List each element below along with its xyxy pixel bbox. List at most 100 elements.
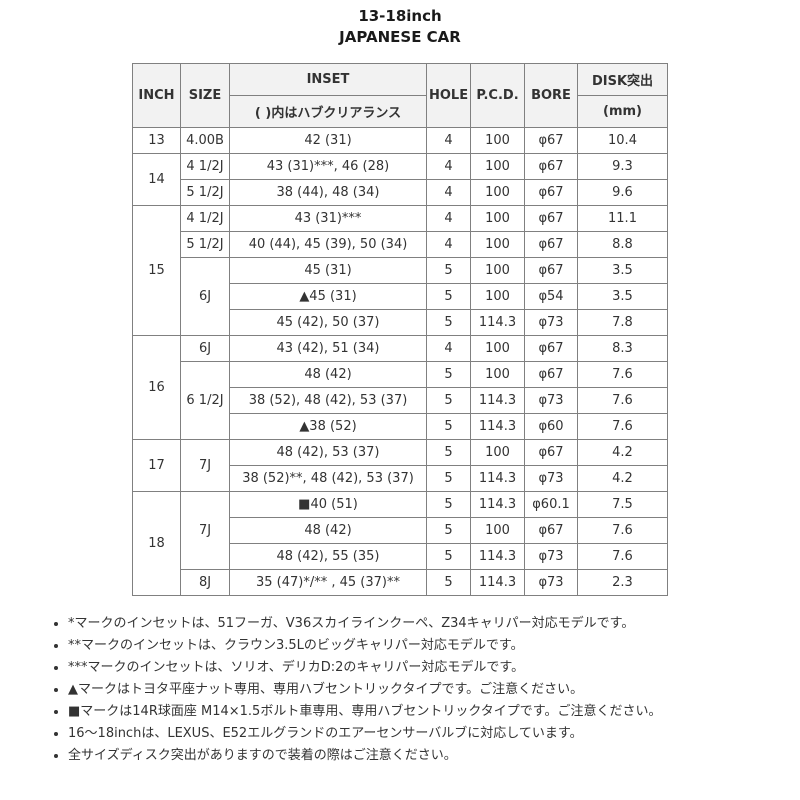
bore-cell: φ73 [524, 465, 578, 492]
inset-cell: 48 (42), 53 (37) [229, 439, 427, 466]
table-row: 17 7J 48 (42), 53 (37) 5 100 φ67 4.2 [132, 439, 668, 492]
table-row: 16 6J 43 (42), 51 (34) 4 100 φ67 8.3 [132, 335, 668, 440]
hole-cell: 5 [426, 491, 471, 518]
disk-cell: 7.5 [577, 491, 668, 518]
pcd-cell: 114.3 [470, 569, 525, 596]
header-disk-unit: (mm) [577, 95, 668, 128]
bore-cell: φ67 [524, 257, 578, 284]
size-cell: 7J [180, 491, 230, 570]
pcd-cell: 114.3 [470, 387, 525, 414]
inset-cell: ■40 (51) [229, 491, 427, 518]
disk-cell: 3.5 [577, 283, 668, 310]
size-cell: 8J [180, 569, 230, 596]
bore-cell: φ67 [524, 179, 578, 206]
disk-cell: 7.6 [577, 387, 668, 414]
bore-cell: φ67 [524, 361, 578, 388]
note-item: *マークのインセットは、51フーガ、V36スカイラインクーペ、Z34キャリパー対… [68, 613, 760, 634]
pcd-cell: 100 [470, 361, 525, 388]
size-cell: 4 1/2J [180, 153, 230, 180]
hole-cell: 5 [426, 517, 471, 544]
hole-cell: 4 [426, 205, 471, 232]
table-row: 5 1/2J 38 (44), 48 (34) 4 100 φ67 9.6 [133, 179, 668, 206]
inset-cell: 38 (52), 48 (42), 53 (37) [229, 387, 427, 414]
inset-cell: 48 (42) [229, 517, 427, 544]
size-cell: 6J [180, 335, 230, 362]
pcd-cell: 100 [470, 179, 525, 206]
bore-cell: φ73 [524, 543, 578, 570]
bore-cell: φ67 [524, 517, 578, 544]
bore-cell: φ73 [524, 569, 578, 596]
table-row: 48 (42) 5 100 φ67 7.6 [133, 517, 668, 544]
disk-cell: 4.2 [577, 439, 668, 466]
hole-cell: 5 [426, 439, 471, 466]
size-cell: 5 1/2J [180, 179, 230, 206]
size-cell: 5 1/2J [180, 231, 230, 258]
wheel-spec-table: INCH SIZE INSET HOLE P.C.D. BORE DISK突出 … [132, 63, 668, 596]
inset-cell: ▲38 (52) [229, 413, 427, 440]
size-cell: 6 1/2J [180, 361, 230, 440]
note-item: 16～18inchは、LEXUS、E52エルグランドのエアーセンサーバルブに対応… [68, 723, 760, 744]
table-row: 48 (42), 55 (35) 5 114.3 φ73 7.6 [133, 543, 668, 570]
bore-cell: φ67 [524, 335, 578, 362]
pcd-cell: 100 [470, 439, 525, 466]
title-car-type: JAPANESE CAR [339, 28, 461, 46]
inch-cell: 18 [132, 491, 181, 596]
note-item: ■マークは14R球面座 M14×1.5ボルト車専用、専用ハブセントリックタイプで… [68, 701, 760, 722]
hole-cell: 5 [426, 413, 471, 440]
size-cell: 4 1/2J [180, 205, 230, 232]
table-row: 38 (52), 48 (42), 53 (37) 5 114.3 φ73 7.6 [133, 387, 668, 414]
table-row: 6J 45 (31) 5 100 φ67 3.5 [133, 257, 668, 336]
disk-cell: 2.3 [577, 569, 668, 596]
size-cell: 4.00B [180, 127, 230, 154]
pcd-cell: 100 [470, 205, 525, 232]
table-row: 13 4.00B 42 (31) 4 100 φ67 10.4 [132, 127, 668, 154]
bore-cell: φ60 [524, 413, 578, 440]
inch-cell: 14 [132, 153, 181, 206]
table-row: 15 4 1/2J 43 (31)*** 4 100 φ67 11.1 [132, 205, 668, 336]
table-row: 6 1/2J 48 (42) 5 100 φ67 7.6 [133, 361, 668, 440]
bore-cell: φ67 [524, 127, 578, 154]
title-size-range: 13-18inch [358, 7, 442, 25]
inch-cell: 17 [132, 439, 181, 492]
bore-cell: φ67 [524, 439, 578, 466]
size-cell: 7J [180, 439, 230, 492]
inch-cell: 13 [132, 127, 181, 154]
pcd-cell: 114.3 [470, 465, 525, 492]
header-bore: BORE [524, 63, 578, 128]
bore-cell: φ67 [524, 153, 578, 180]
inset-cell: 45 (42), 50 (37) [229, 309, 427, 336]
hole-cell: 5 [426, 465, 471, 492]
note-item: **マークのインセットは、クラウン3.5Lのビッグキャリパー対応モデルです。 [68, 635, 760, 656]
disk-cell: 9.6 [577, 179, 668, 206]
pcd-cell: 100 [470, 517, 525, 544]
disk-cell: 4.2 [577, 465, 668, 492]
page-header: 13-18inch JAPANESE CAR [0, 6, 800, 48]
pcd-cell: 114.3 [470, 543, 525, 570]
disk-cell: 9.3 [577, 153, 668, 180]
hole-cell: 4 [426, 153, 471, 180]
hole-cell: 5 [426, 543, 471, 570]
disk-cell: 7.6 [577, 543, 668, 570]
note-item: ▲マークはトヨタ平座ナット専用、専用ハブセントリックタイプです。ご注意ください。 [68, 679, 760, 700]
header-inset: INSET [229, 63, 427, 96]
disk-cell: 7.6 [577, 517, 668, 544]
inset-cell: 42 (31) [229, 127, 427, 154]
hole-cell: 4 [426, 231, 471, 258]
inset-cell: 45 (31) [229, 257, 427, 284]
pcd-cell: 100 [470, 257, 525, 284]
header-inch: INCH [132, 63, 181, 128]
header-disk-protrusion: DISK突出 [577, 63, 668, 96]
hole-cell: 4 [426, 179, 471, 206]
inset-cell: 43 (31)***, 46 (28) [229, 153, 427, 180]
hole-cell: 5 [426, 569, 471, 596]
hole-cell: 5 [426, 257, 471, 284]
pcd-cell: 100 [470, 127, 525, 154]
inset-cell: 38 (44), 48 (34) [229, 179, 427, 206]
pcd-cell: 114.3 [470, 309, 525, 336]
hole-cell: 5 [426, 309, 471, 336]
hole-cell: 5 [426, 387, 471, 414]
notes-list: *マークのインセットは、51フーガ、V36スカイラインクーペ、Z34キャリパー対… [46, 613, 760, 766]
inch-cell: 16 [132, 335, 181, 440]
header-size: SIZE [180, 63, 230, 128]
table-row: 18 7J ■40 (51) 5 114.3 φ60.1 7.5 [132, 491, 668, 596]
